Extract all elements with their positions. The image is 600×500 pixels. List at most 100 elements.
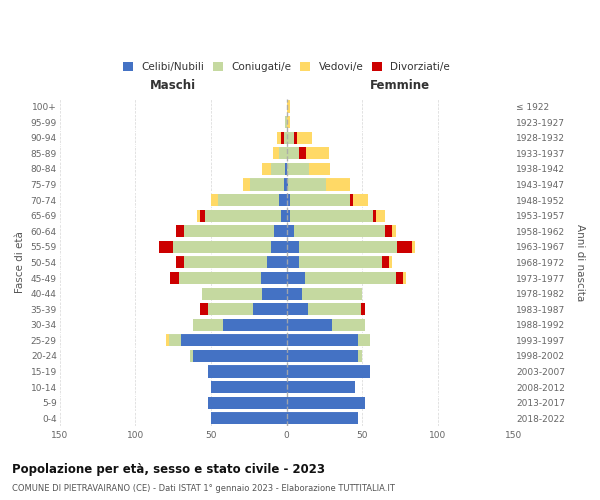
Bar	[277, 132, 281, 144]
Bar	[208, 396, 287, 409]
Bar	[294, 132, 297, 144]
Bar	[353, 194, 368, 206]
Bar	[281, 132, 284, 144]
Bar	[287, 381, 355, 393]
Bar	[358, 334, 370, 346]
Bar	[403, 272, 406, 284]
Bar	[287, 288, 302, 300]
Text: Popolazione per età, sesso e stato civile - 2023: Popolazione per età, sesso e stato civil…	[12, 462, 325, 475]
Bar	[287, 396, 365, 409]
Bar	[271, 240, 287, 253]
Bar	[271, 163, 285, 175]
Bar	[385, 225, 392, 237]
Bar	[208, 303, 253, 316]
Bar	[287, 116, 290, 128]
Bar	[200, 303, 208, 316]
Bar	[290, 194, 350, 206]
Bar	[284, 178, 287, 190]
Bar	[376, 210, 385, 222]
Bar	[279, 147, 287, 160]
Bar	[273, 147, 279, 160]
Bar	[287, 178, 288, 190]
Bar	[389, 256, 392, 268]
Bar	[302, 288, 362, 300]
Bar	[160, 240, 173, 253]
Bar	[332, 318, 365, 331]
Bar	[250, 178, 284, 190]
Bar	[287, 412, 358, 424]
Bar	[202, 288, 262, 300]
Bar	[193, 318, 223, 331]
Bar	[285, 116, 287, 128]
Bar	[287, 194, 290, 206]
Bar	[208, 366, 287, 378]
Bar	[181, 334, 287, 346]
Text: Maschi: Maschi	[150, 80, 196, 92]
Bar	[179, 272, 261, 284]
Bar	[287, 163, 309, 175]
Bar	[308, 303, 361, 316]
Bar	[361, 303, 365, 316]
Legend: Celibi/Nubili, Coniugati/e, Vedovi/e, Divorziati/e: Celibi/Nubili, Coniugati/e, Vedovi/e, Di…	[119, 58, 454, 76]
Bar	[205, 210, 281, 222]
Text: COMUNE DI PIETRAVAIRANO (CE) - Dati ISTAT 1° gennaio 2023 - Elaborazione TUTTITA: COMUNE DI PIETRAVAIRANO (CE) - Dati ISTA…	[12, 484, 395, 493]
Bar	[267, 256, 287, 268]
Bar	[326, 178, 350, 190]
Bar	[176, 225, 184, 237]
Bar	[287, 132, 294, 144]
Bar	[287, 318, 332, 331]
Bar	[287, 225, 294, 237]
Bar	[287, 303, 308, 316]
Bar	[279, 194, 287, 206]
Bar	[382, 256, 389, 268]
Bar	[392, 225, 395, 237]
Bar	[305, 272, 395, 284]
Bar	[166, 334, 169, 346]
Bar	[173, 240, 271, 253]
Bar	[218, 194, 279, 206]
Bar	[299, 256, 382, 268]
Bar	[261, 272, 287, 284]
Bar	[309, 163, 331, 175]
Bar	[373, 210, 376, 222]
Y-axis label: Anni di nascita: Anni di nascita	[575, 224, 585, 301]
Bar	[200, 210, 205, 222]
Bar	[262, 288, 287, 300]
Bar	[358, 350, 362, 362]
Bar	[287, 147, 299, 160]
Bar	[287, 334, 358, 346]
Bar	[395, 272, 403, 284]
Bar	[412, 240, 415, 253]
Bar	[193, 350, 287, 362]
Bar	[274, 225, 287, 237]
Bar	[176, 256, 184, 268]
Bar	[284, 132, 287, 144]
Bar	[350, 194, 353, 206]
Bar	[197, 210, 200, 222]
Bar	[285, 163, 287, 175]
Bar	[184, 225, 274, 237]
Bar	[287, 350, 358, 362]
Bar	[262, 163, 271, 175]
Bar	[290, 210, 373, 222]
Bar	[287, 256, 299, 268]
Bar	[299, 240, 397, 253]
Bar	[297, 132, 312, 144]
Bar	[288, 178, 326, 190]
Bar	[170, 272, 179, 284]
Bar	[211, 381, 287, 393]
Bar	[190, 350, 193, 362]
Bar	[253, 303, 287, 316]
Bar	[299, 147, 306, 160]
Bar	[223, 318, 287, 331]
Y-axis label: Fasce di età: Fasce di età	[15, 232, 25, 294]
Bar	[281, 210, 287, 222]
Bar	[287, 100, 290, 112]
Bar	[287, 240, 299, 253]
Bar	[306, 147, 329, 160]
Bar	[211, 194, 218, 206]
Bar	[287, 366, 370, 378]
Bar	[169, 334, 181, 346]
Bar	[294, 225, 385, 237]
Bar	[242, 178, 250, 190]
